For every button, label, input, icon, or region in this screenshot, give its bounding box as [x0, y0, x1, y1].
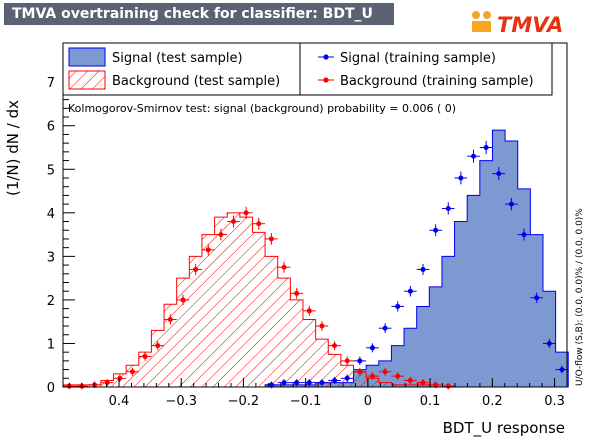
logo-block-icon — [472, 21, 491, 32]
y-tick-label: 5 — [47, 163, 55, 178]
background-train-point — [357, 369, 363, 375]
background-train-point — [180, 297, 186, 303]
background-train-point — [231, 219, 237, 225]
signal-train-point — [483, 145, 489, 151]
legend-signal-train-label: Signal (training sample) — [340, 51, 496, 66]
background-train-point — [407, 377, 413, 383]
plot-title: TMVA overtraining check for classifier: … — [4, 3, 394, 25]
signal-train-point — [294, 380, 300, 386]
signal-train-point — [458, 175, 464, 181]
signal-train-point — [433, 227, 439, 233]
x-tick-label: −0.2 — [228, 394, 260, 409]
background-train-point — [306, 308, 312, 314]
signal-train-point — [369, 345, 375, 351]
x-tick-label: −0.1 — [290, 394, 322, 409]
background-train-point — [332, 343, 338, 349]
background-train-point — [205, 247, 211, 253]
legend-background-test-label: Background (test sample) — [112, 74, 280, 89]
signal-train-point — [508, 201, 514, 207]
y-axis-label: (1/N) dN / dx — [4, 100, 22, 196]
legend: Signal (test sample) Background (test sa… — [62, 42, 553, 96]
signal-train-point — [420, 266, 426, 272]
signal-train-point — [546, 340, 552, 346]
background-train-point — [395, 373, 401, 379]
signal-train-point — [534, 295, 540, 301]
y-tick-label: 1 — [47, 337, 55, 352]
background-train-point — [218, 232, 224, 238]
legend-signal-test-swatch — [68, 47, 106, 67]
signal-train-point — [471, 153, 477, 159]
legend-training-box — [299, 42, 553, 96]
background-train-point — [369, 373, 375, 379]
background-train-point — [319, 323, 325, 329]
legend-signal-test-label: Signal (test sample) — [112, 51, 243, 66]
background-train-point — [117, 375, 123, 381]
x-tick-label: 0.3 — [544, 394, 565, 409]
y-tick-label: 0 — [47, 381, 55, 396]
background-train-point — [104, 380, 110, 386]
background-train-point — [243, 210, 249, 216]
y-tick-label: 4 — [47, 207, 55, 222]
x-tick-label: 0.1 — [420, 394, 441, 409]
signal-train-point — [521, 232, 527, 238]
background-train-point — [420, 380, 426, 386]
signal-train-point — [306, 380, 312, 386]
signal-train-point — [559, 367, 565, 373]
y-tick-label: 3 — [47, 250, 55, 265]
x-tick-label: −0.3 — [165, 394, 197, 409]
logo-text: TMVA — [497, 13, 563, 37]
background-train-point — [445, 383, 451, 389]
signal-train-point — [281, 380, 287, 386]
background-train-point — [433, 382, 439, 388]
x-tick-label: 0.4 — [109, 394, 130, 409]
background-train-point — [142, 354, 148, 360]
ks-test-text: Kolmogorov-Smirnov test: signal (backgro… — [68, 102, 456, 115]
signal-train-point — [344, 375, 350, 381]
background-train-point — [256, 221, 262, 227]
logo-dot-icon — [483, 11, 491, 19]
legend-background-train-label: Background (training sample) — [340, 74, 534, 89]
background-train-point — [129, 369, 135, 375]
x-tick-label: 0.2 — [482, 394, 503, 409]
background-train-point — [344, 358, 350, 364]
legend-background-train-marker — [323, 77, 329, 83]
background-train-point — [193, 266, 199, 272]
x-tick-label: 0 — [364, 394, 372, 409]
y-tick-label: 7 — [47, 76, 55, 91]
signal-train-point — [382, 325, 388, 331]
background-train-point — [281, 264, 287, 270]
signal-train-point — [445, 205, 451, 211]
background-train-point — [268, 236, 274, 242]
signal-train-point — [319, 380, 325, 386]
signal-train-point — [268, 382, 274, 388]
background-train-point — [155, 343, 161, 349]
signal-train-point — [332, 377, 338, 383]
legend-signal-train-marker — [323, 54, 329, 60]
signal-train-point — [395, 303, 401, 309]
background-train-point — [167, 317, 173, 323]
legend-background-test-swatch — [68, 70, 106, 90]
signal-train-point — [357, 358, 363, 364]
y-tick-label: 6 — [47, 120, 55, 135]
overflow-text: U/O-flow (S,B): (0.0, 0.0)% / (0.0, 0.0)… — [575, 208, 585, 386]
background-train-point — [382, 369, 388, 375]
tmva-logo: TMVA — [472, 11, 563, 37]
signal-train-point — [496, 171, 502, 177]
logo-dot-icon — [472, 11, 480, 19]
signal-train-point — [407, 288, 413, 294]
x-axis-label: BDT_U response — [443, 419, 565, 438]
y-tick-label: 2 — [47, 294, 55, 309]
background-train-point — [294, 290, 300, 296]
